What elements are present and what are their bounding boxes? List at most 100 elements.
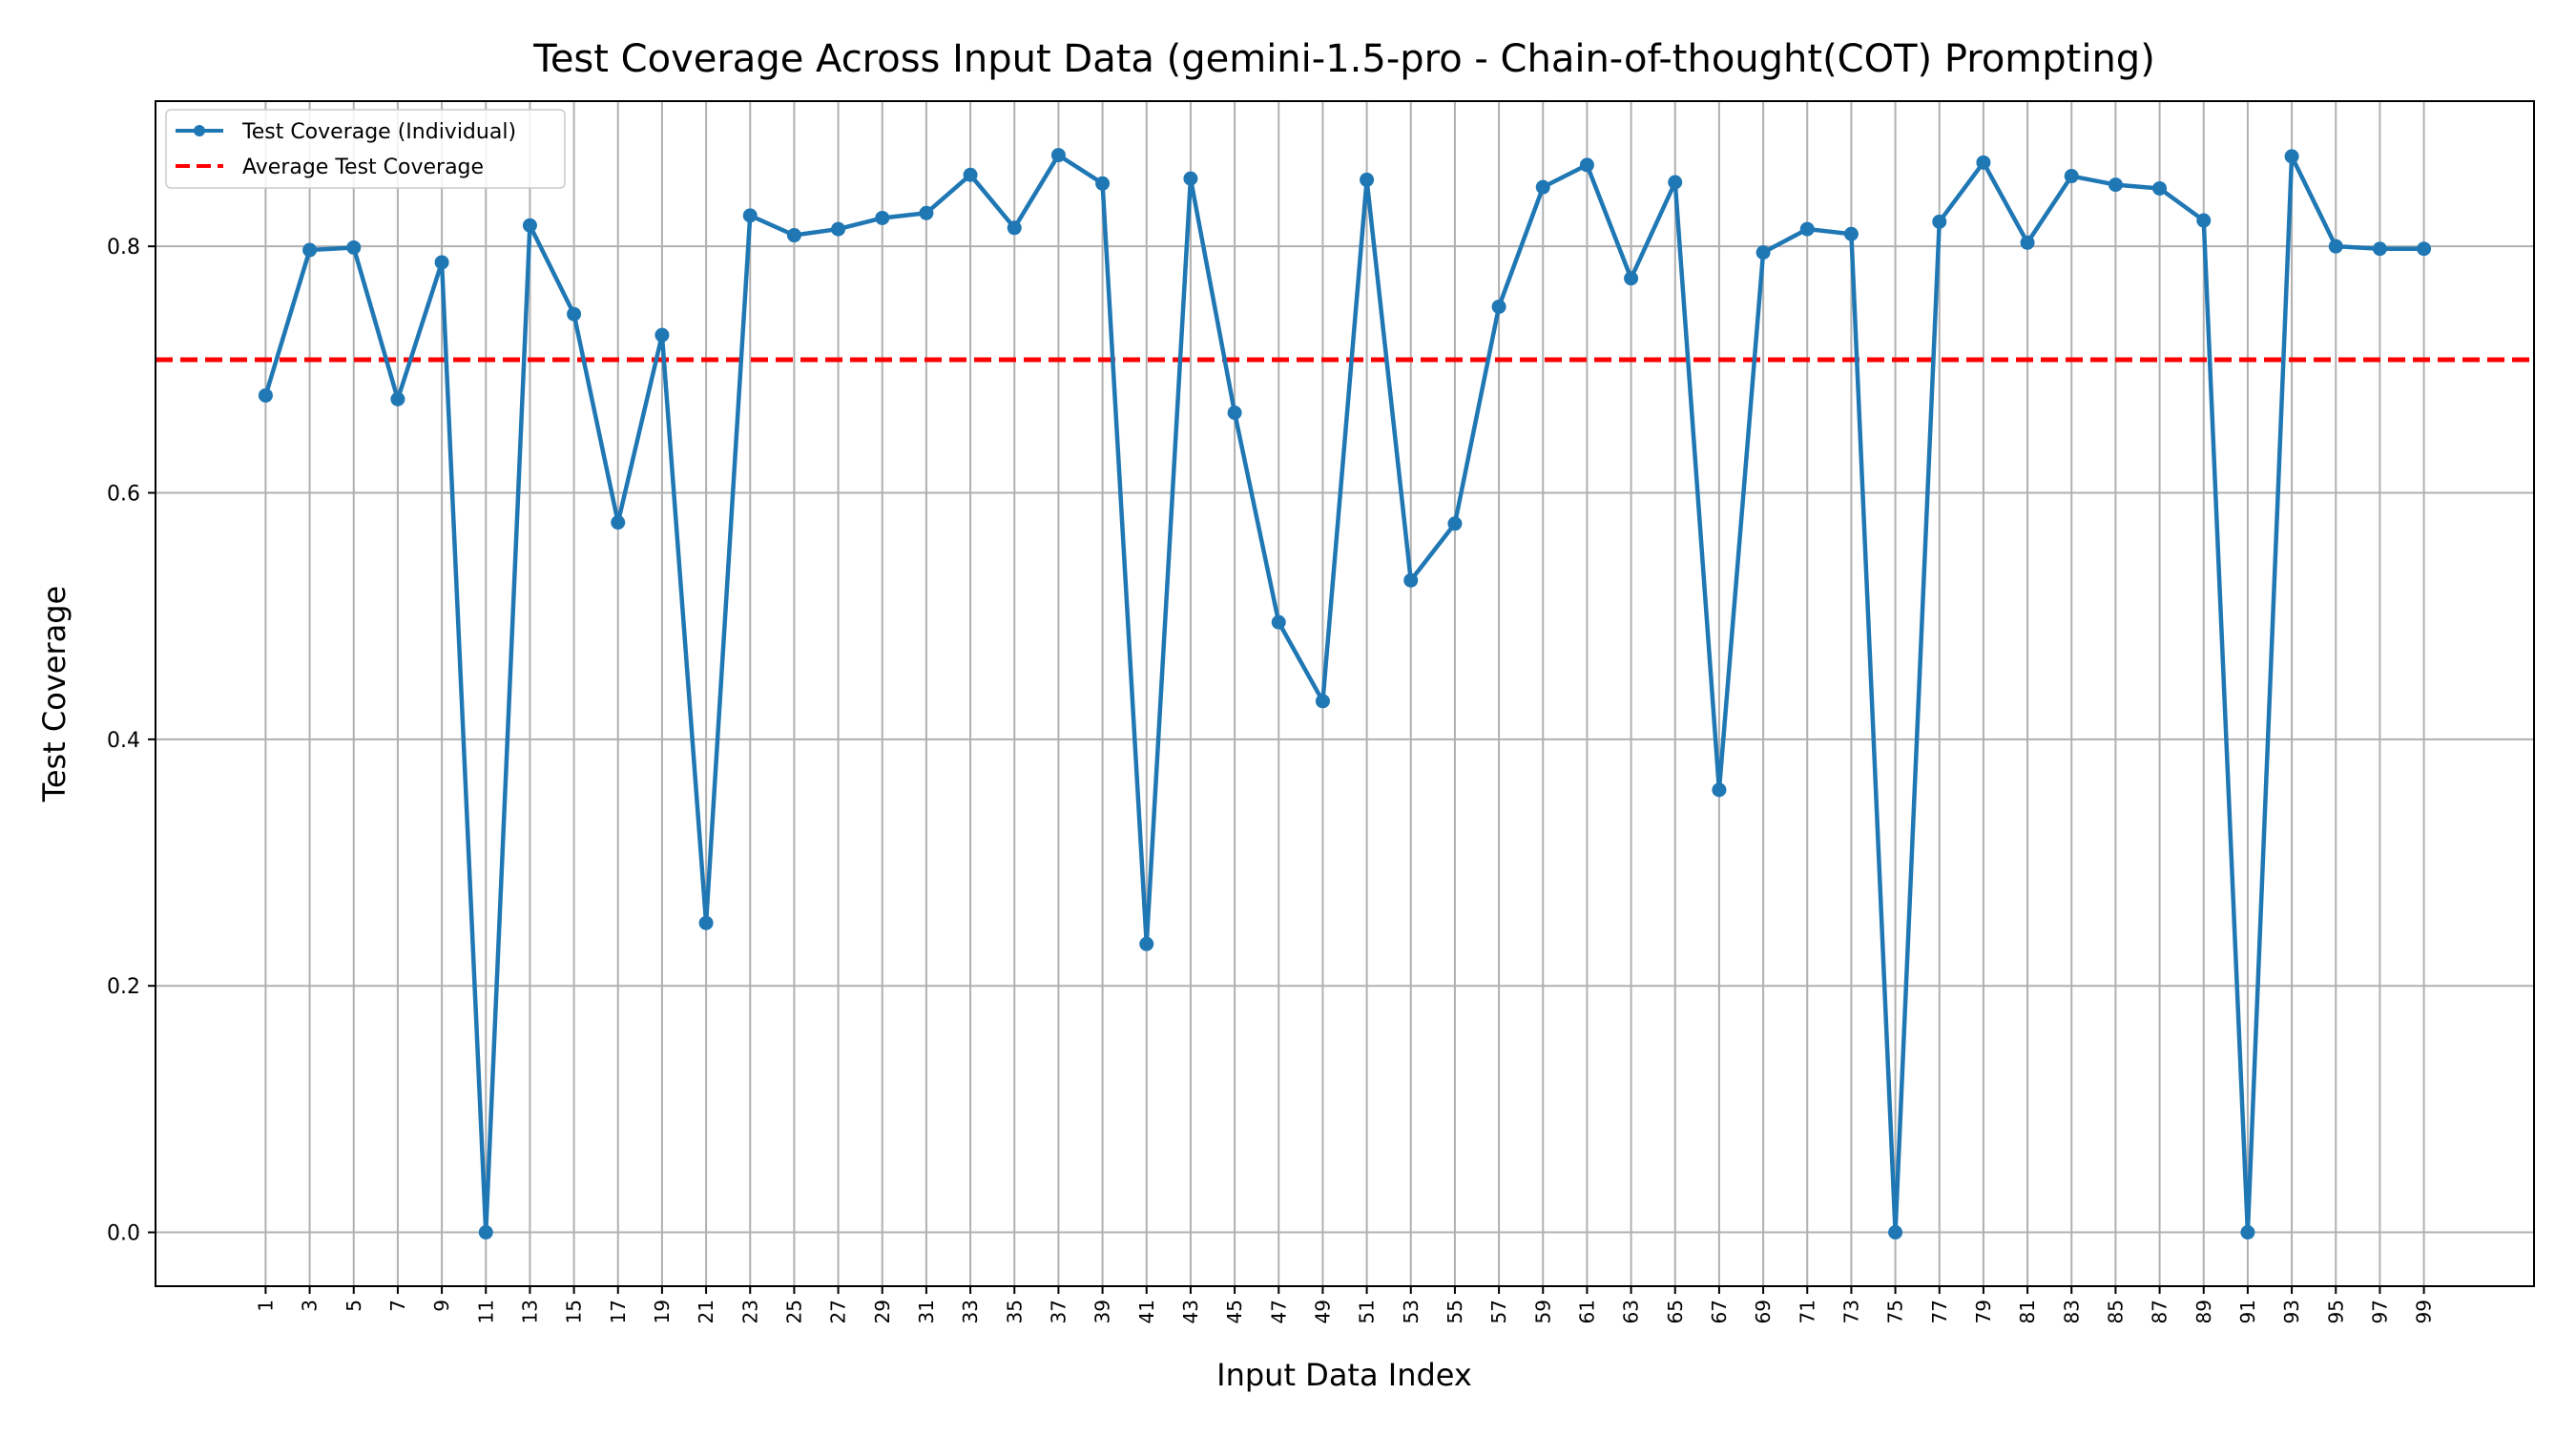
- x-tick-label: 45: [1223, 1300, 1246, 1323]
- data-point: [346, 239, 362, 255]
- y-tick-label: 0.4: [107, 729, 140, 753]
- data-point: [1491, 299, 1506, 314]
- data-point: [611, 515, 626, 531]
- y-axis-label: Test Coverage: [36, 586, 73, 803]
- data-point: [567, 306, 582, 322]
- y-tick-label: 0.6: [107, 483, 140, 507]
- x-tick-label: 57: [1487, 1300, 1510, 1323]
- x-tick-label: 55: [1444, 1300, 1466, 1323]
- x-tick-label: 17: [607, 1300, 630, 1323]
- data-point: [2064, 169, 2079, 184]
- data-point: [1183, 171, 1198, 186]
- data-point: [1624, 271, 1639, 286]
- x-tick-label: 37: [1047, 1300, 1070, 1323]
- data-point: [1403, 572, 1419, 588]
- data-point: [1139, 936, 1154, 951]
- data-point: [1712, 782, 1727, 798]
- data-point: [1843, 226, 1859, 241]
- x-tick-label: 97: [2368, 1300, 2391, 1323]
- data-point: [1360, 172, 1375, 187]
- x-tick-label: 15: [563, 1300, 586, 1323]
- data-point: [1579, 157, 1594, 173]
- data-point: [2417, 241, 2432, 257]
- data-point: [2196, 213, 2212, 228]
- chart-title: Test Coverage Across Input Data (gemini-…: [532, 37, 2155, 81]
- data-point: [1227, 406, 1242, 421]
- y-tick-label: 0.2: [107, 975, 140, 999]
- legend-label-average: Average Test Coverage: [242, 156, 484, 179]
- x-tick-label: 5: [343, 1300, 365, 1312]
- data-point: [390, 391, 405, 406]
- x-tick-label: 87: [2149, 1300, 2171, 1323]
- x-axis-label: Input Data Index: [1216, 1357, 1472, 1393]
- data-point: [522, 218, 537, 233]
- data-point: [1007, 220, 1022, 236]
- x-tick-label: 49: [1311, 1300, 1334, 1323]
- x-tick-label: 11: [474, 1300, 497, 1323]
- x-tick-label: 29: [871, 1300, 894, 1323]
- x-tick-label: 91: [2236, 1300, 2259, 1323]
- data-point: [1315, 694, 1330, 709]
- x-tick-label: 69: [1752, 1300, 1775, 1323]
- data-point: [478, 1225, 493, 1240]
- data-point: [2284, 149, 2299, 164]
- x-tick-label: 65: [1664, 1300, 1687, 1323]
- x-tick-label: 99: [2413, 1300, 2436, 1323]
- data-point: [1271, 614, 1286, 630]
- data-point: [1447, 516, 1463, 531]
- legend-label-individual: Test Coverage (Individual): [241, 120, 516, 144]
- x-tick-label: 61: [1575, 1300, 1598, 1323]
- series-layer: [258, 148, 2432, 1240]
- data-point: [786, 228, 801, 243]
- x-tick-label: 7: [386, 1300, 409, 1312]
- data-point: [434, 255, 449, 270]
- data-point: [1668, 175, 1683, 190]
- y-tick-label: 0.0: [107, 1222, 140, 1246]
- grid-lines: [156, 101, 2534, 1286]
- plot-frame: [155, 100, 2535, 1287]
- x-tick-label: 47: [1267, 1300, 1290, 1323]
- x-tick-label: 41: [1135, 1300, 1158, 1323]
- data-point: [2328, 239, 2343, 254]
- x-tick-label: 85: [2104, 1300, 2127, 1323]
- data-point: [919, 205, 934, 220]
- x-tick-label: 59: [1531, 1300, 1554, 1323]
- x-tick-label: 13: [518, 1300, 541, 1323]
- data-point: [2108, 177, 2123, 193]
- x-tick-label: 3: [299, 1300, 322, 1312]
- data-point: [258, 387, 273, 403]
- x-tick-label: 93: [2280, 1300, 2303, 1323]
- data-point: [1799, 221, 1815, 237]
- x-tick-label: 27: [827, 1300, 850, 1323]
- x-tick-label: 31: [915, 1300, 938, 1323]
- x-tick-label: 95: [2324, 1300, 2347, 1323]
- data-point: [742, 208, 758, 223]
- x-tick-label: 33: [959, 1300, 982, 1323]
- data-point: [963, 167, 978, 182]
- series-line-individual: [263, 153, 2424, 1235]
- data-point: [2372, 241, 2387, 257]
- x-tick-label: 21: [695, 1300, 717, 1323]
- x-tick-label: 25: [782, 1300, 805, 1323]
- x-tick-label: 77: [1928, 1300, 1951, 1323]
- data-point: [2152, 180, 2168, 196]
- x-tick-label: 81: [2016, 1300, 2039, 1323]
- data-point: [831, 221, 846, 237]
- data-point: [1050, 148, 1066, 163]
- legend-box: [165, 109, 566, 189]
- x-tick-label: 63: [1620, 1300, 1643, 1323]
- data-point: [1976, 155, 1991, 170]
- x-tick-label: 51: [1356, 1300, 1379, 1323]
- data-point: [302, 242, 318, 258]
- data-point: [875, 210, 890, 225]
- data-point: [1932, 214, 1947, 229]
- x-tick-label: 89: [2192, 1300, 2215, 1323]
- y-tick-labels: 0.0 0.2 0.4 0.6 0.8: [107, 236, 156, 1246]
- data-point: [654, 327, 670, 343]
- data-point: [1095, 176, 1111, 191]
- y-tick-label: 0.8: [107, 236, 140, 260]
- x-tick-label: 83: [2060, 1300, 2083, 1323]
- x-tick-label: 71: [1796, 1300, 1818, 1323]
